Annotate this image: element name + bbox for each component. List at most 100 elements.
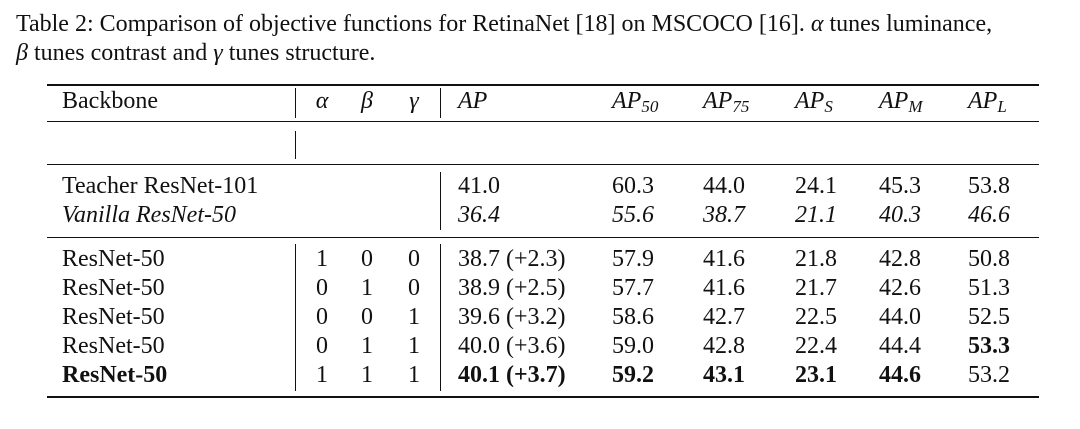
caption-beta-symbol: β <box>16 40 28 66</box>
header-ap50: AP50 <box>612 87 658 116</box>
ablation-rows-cell-ap50: 59.0 <box>612 333 654 359</box>
baseline-rows-cell-ap50: 60.3 <box>612 173 654 199</box>
ablation-rows-cell-apm: 42.8 <box>879 246 921 272</box>
ablation-rows-cell-beta: 1 <box>361 362 373 388</box>
ablation-rows-cell-beta: 1 <box>361 333 373 359</box>
ablation-rows-cell-alpha: 0 <box>316 275 328 301</box>
header-rule <box>47 121 1039 122</box>
coefficient-separator <box>440 244 441 391</box>
baseline-rows-cell-apm: 45.3 <box>879 173 921 199</box>
header-apl-sub: L <box>997 97 1007 116</box>
ablation-rows-cell-apl: 50.8 <box>968 246 1010 272</box>
ablation-rows-cell-gamma: 1 <box>408 333 420 359</box>
bottom-rule <box>47 396 1039 398</box>
caption-alpha-symbol: α <box>810 11 824 37</box>
header-ap: AP <box>458 88 488 114</box>
ablation-rows-cell-beta: 0 <box>361 304 373 330</box>
header-aps-base: AP <box>795 88 825 114</box>
ablation-rows-cell-backbone: ResNet-50 <box>62 362 168 388</box>
ablation-rows-cell-aps: 22.4 <box>795 333 837 359</box>
baseline-rows-cell-ap: 36.4 <box>458 202 500 228</box>
caption-gamma-symbol: γ <box>213 40 223 66</box>
ablation-rows-cell-ap50: 59.2 <box>612 362 654 388</box>
header-apm: APM <box>879 87 923 116</box>
header-ap75-sub: 75 <box>732 97 750 116</box>
ablation-rows-cell-ap50: 57.9 <box>612 246 654 272</box>
baseline-rows-cell-ap: 41.0 <box>458 173 500 199</box>
ablation-rows-cell-ap75: 42.8 <box>703 333 745 359</box>
baseline-rows-cell-ap75: 38.7 <box>703 202 745 228</box>
ablation-rows-cell-apl: 51.3 <box>968 275 1010 301</box>
ablation-rows-cell-aps: 23.1 <box>795 362 837 388</box>
header-gamma: γ <box>409 88 419 114</box>
ablation-rows-cell-alpha: 1 <box>316 362 328 388</box>
header-apl-base: AP <box>968 88 998 114</box>
header-ap75-base: AP <box>703 88 733 114</box>
ablation-rows-cell-backbone: ResNet-50 <box>62 246 165 272</box>
ablation-rows-cell-apm: 44.6 <box>879 362 921 388</box>
ablation-rows-cell-backbone: ResNet-50 <box>62 304 165 330</box>
header-backbone: Backbone <box>62 88 158 114</box>
coefficient-separator <box>440 172 441 230</box>
caption-alpha-text: tunes luminance, <box>823 11 993 37</box>
caption-gamma-text: tunes structure. <box>222 40 376 66</box>
ablation-rows-cell-ap75: 43.1 <box>703 362 745 388</box>
header-apl: APL <box>968 87 1007 116</box>
ablation-rows-cell-gamma: 0 <box>408 246 420 272</box>
ablation-rows-cell-alpha: 0 <box>316 304 328 330</box>
top-rule <box>47 84 1039 86</box>
header-ap75: AP75 <box>703 87 749 116</box>
header-ap50-sub: 50 <box>641 97 659 116</box>
header-aps: APS <box>795 87 833 116</box>
header-ap50-base: AP <box>612 88 642 114</box>
ablation-rows-cell-gamma: 0 <box>408 275 420 301</box>
header-beta: β <box>361 88 373 114</box>
table-caption: Table 2: Comparison of objective functio… <box>16 10 1076 68</box>
caption-prefix: Table 2: Comparison of objective functio… <box>16 11 805 37</box>
baseline-rule <box>47 237 1039 238</box>
ablation-rows-cell-ap: 40.1 (+3.7) <box>458 362 566 388</box>
ablation-rows-cell-ap: 40.0 (+3.6) <box>458 333 566 359</box>
ablation-rows-cell-backbone: ResNet-50 <box>62 333 165 359</box>
baseline-rows-cell-aps: 21.1 <box>795 202 837 228</box>
header-apm-base: AP <box>879 88 909 114</box>
caption-beta-text: tunes contrast and <box>27 40 214 66</box>
ablation-rows-cell-aps: 21.8 <box>795 246 837 272</box>
ablation-rows-cell-aps: 21.7 <box>795 275 837 301</box>
ablation-rows-cell-beta: 0 <box>361 246 373 272</box>
ablation-rows-cell-apm: 44.4 <box>879 333 921 359</box>
ablation-rows-cell-beta: 1 <box>361 275 373 301</box>
ablation-rows-cell-apl: 52.5 <box>968 304 1010 330</box>
header-apm-sub: M <box>908 97 923 116</box>
header-alpha: α <box>315 88 329 114</box>
ablation-rows-cell-gamma: 1 <box>408 362 420 388</box>
ablation-rows-cell-ap75: 41.6 <box>703 246 745 272</box>
backbone-separator <box>295 88 296 118</box>
ablation-rows-cell-apl: 53.3 <box>968 333 1010 359</box>
ablation-rows-cell-ap50: 57.7 <box>612 275 654 301</box>
ablation-rows-cell-alpha: 1 <box>316 246 328 272</box>
ablation-rows-cell-gamma: 1 <box>408 304 420 330</box>
empty-row-rule <box>47 164 1039 165</box>
ablation-rows-cell-alpha: 0 <box>316 333 328 359</box>
ablation-rows-cell-ap: 38.7 (+2.3) <box>458 246 566 272</box>
baseline-rows-cell-backbone: Teacher ResNet-101 <box>62 173 259 199</box>
backbone-separator <box>295 244 296 391</box>
ablation-rows-cell-apm: 44.0 <box>879 304 921 330</box>
ablation-rows-cell-ap75: 41.6 <box>703 275 745 301</box>
baseline-rows-cell-ap75: 44.0 <box>703 173 745 199</box>
baseline-rows-cell-ap50: 55.6 <box>612 202 654 228</box>
ablation-rows-cell-ap: 38.9 (+2.5) <box>458 275 566 301</box>
ablation-rows-cell-backbone: ResNet-50 <box>62 275 165 301</box>
ablation-rows-cell-ap75: 42.7 <box>703 304 745 330</box>
baseline-rows-cell-apl: 46.6 <box>968 202 1010 228</box>
ablation-rows-cell-ap50: 58.6 <box>612 304 654 330</box>
baseline-rows-cell-backbone: Vanilla ResNet-50 <box>62 202 236 228</box>
baseline-rows-cell-aps: 24.1 <box>795 173 837 199</box>
ablation-rows-cell-aps: 22.5 <box>795 304 837 330</box>
baseline-rows-cell-apm: 40.3 <box>879 202 921 228</box>
baseline-rows-cell-apl: 53.8 <box>968 173 1010 199</box>
ablation-rows-cell-apm: 42.6 <box>879 275 921 301</box>
ablation-rows-cell-apl: 53.2 <box>968 362 1010 388</box>
header-aps-sub: S <box>824 97 833 116</box>
